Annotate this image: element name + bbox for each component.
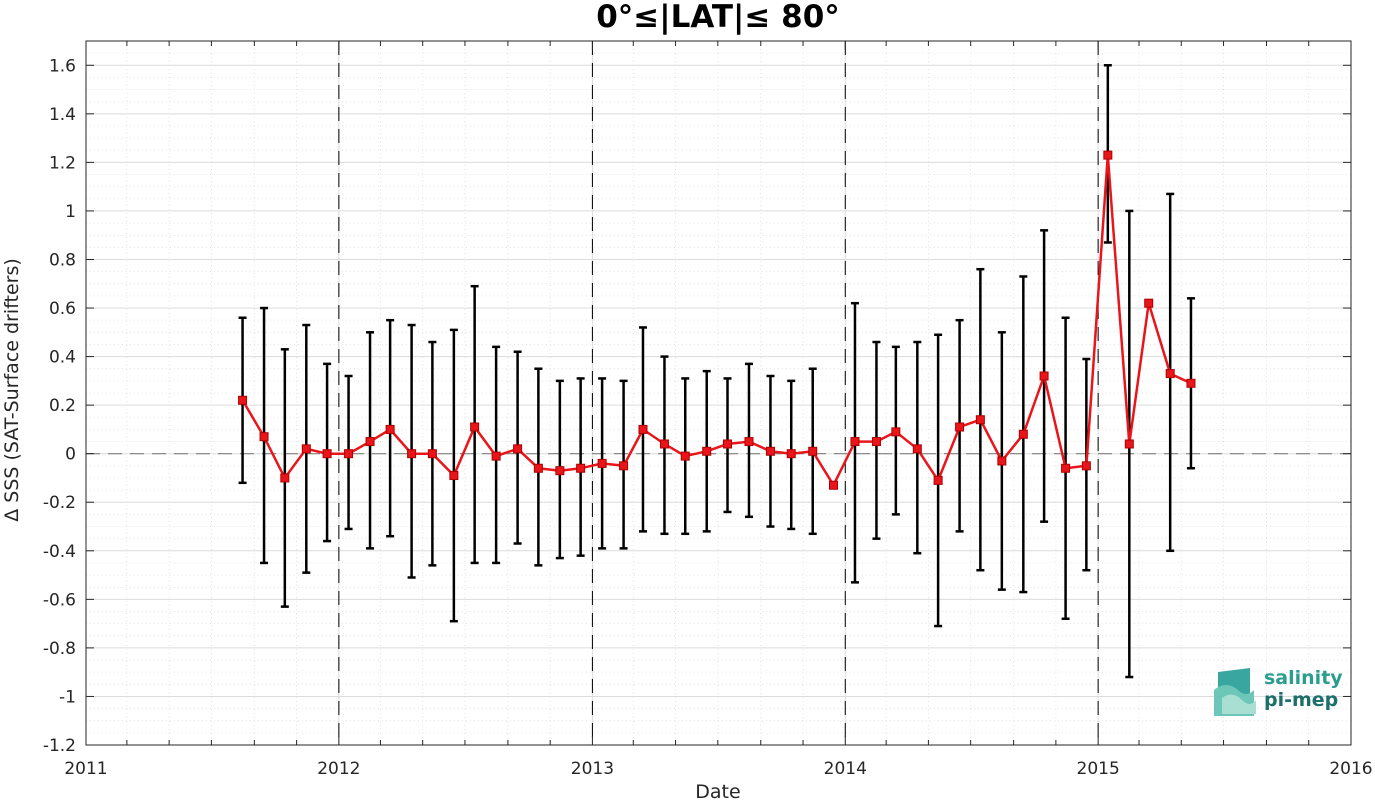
data-point-marker [533, 463, 543, 473]
y-tick-label: -1.2 [43, 736, 76, 756]
data-point-marker [933, 475, 943, 485]
wave-logo-icon [1214, 668, 1256, 716]
y-tick-label: 1.4 [49, 105, 76, 125]
y-tick-labels: 1.6 1.4 1.2 1 0.8 0.6 0.4 0.2 0 -0.2 -0.4 -0.6 -0.8 -… [43, 56, 76, 756]
data-point-marker [1144, 298, 1154, 308]
data-point-marker [385, 424, 395, 434]
data-point-marker [955, 422, 965, 432]
series-line [241, 155, 1192, 488]
data-point-marker [891, 427, 901, 437]
data-point-marker [1018, 429, 1028, 439]
data-point-marker [619, 461, 629, 471]
data-point-marker [975, 415, 985, 425]
data-point-marker [829, 480, 838, 490]
x-tick-label: 2016 [1329, 759, 1372, 779]
data-point-marker [723, 439, 733, 449]
data-point-marker [850, 437, 860, 447]
logo-line1: salinity [1264, 667, 1343, 689]
data-point-marker [1081, 461, 1091, 471]
data-point-marker [680, 451, 690, 461]
data-point-marker [912, 444, 922, 454]
data-point-marker [1103, 150, 1113, 160]
data-point-marker [470, 422, 480, 432]
data-point-marker [1124, 439, 1134, 449]
data-point-marker [1186, 378, 1196, 388]
data-point-marker [765, 446, 775, 456]
data-point-marker [638, 424, 648, 434]
chart-title: 0°≤|LAT|≤ 80° [596, 0, 840, 35]
plot-frame [85, 40, 1352, 746]
data-point-marker [1039, 371, 1049, 381]
data-point-marker [702, 446, 712, 456]
data-point-marker [259, 432, 269, 442]
grid-lines [85, 40, 1352, 746]
error-bars [238, 64, 1195, 679]
x-axis-label: Date [695, 781, 740, 801]
data-point-marker [997, 456, 1007, 466]
data-point-marker [491, 451, 501, 461]
data-point-marker [1165, 369, 1175, 379]
y-tick-label: 0.4 [49, 348, 76, 368]
data-point-marker [344, 449, 354, 459]
x-tick-label: 2014 [824, 759, 867, 779]
data-point-marker [238, 395, 248, 405]
y-tick-label: 1 [65, 202, 76, 222]
y-axis-label: Δ SSS (SAT-Surface drifters) [1, 258, 23, 522]
data-point-marker [871, 437, 881, 447]
x-tick-label: 2012 [317, 759, 360, 779]
data-point-marker [744, 437, 754, 447]
y-tick-label: 1.6 [49, 56, 76, 76]
y-tick-label: -0.6 [43, 590, 76, 610]
data-point-marker [513, 444, 523, 454]
data-point-marker [597, 458, 607, 468]
data-point-marker [555, 466, 565, 476]
y-tick-label: 1.2 [49, 153, 76, 173]
y-tick-label: -0.8 [43, 639, 76, 659]
x-tick-label: 2013 [571, 759, 614, 779]
series-markers [238, 150, 1196, 490]
data-point-marker [365, 437, 375, 447]
y-tick-label: 0.6 [49, 299, 76, 319]
y-tick-label: -0.4 [43, 542, 76, 562]
data-point-marker [576, 463, 586, 473]
year-separator-lines [338, 41, 1099, 745]
y-tick-label: -1 [59, 687, 76, 707]
data-point-marker [301, 444, 311, 454]
data-point-marker [1061, 463, 1071, 473]
x-tick-label: 2011 [64, 759, 107, 779]
data-point-marker [280, 473, 290, 483]
data-point-marker [808, 446, 818, 456]
data-point-marker [322, 449, 332, 459]
y-tick-label: -0.2 [43, 493, 76, 513]
x-tick-labels: 2011 2012 2013 2014 2015 2016 [64, 759, 1372, 779]
data-point-marker [449, 471, 459, 481]
y-tick-label: 0.2 [49, 396, 76, 416]
axis-ticks [85, 41, 1352, 746]
x-tick-label: 2015 [1077, 759, 1120, 779]
data-point-marker [786, 449, 796, 459]
data-point-marker [427, 449, 437, 459]
y-tick-label: 0.8 [49, 250, 76, 270]
salinity-pi-mep-logo: salinity pi-mep [1214, 667, 1343, 716]
data-point-marker [407, 449, 417, 459]
data-point-marker [659, 439, 669, 449]
y-tick-label: 0 [65, 445, 76, 465]
logo-line2: pi-mep [1264, 689, 1338, 711]
